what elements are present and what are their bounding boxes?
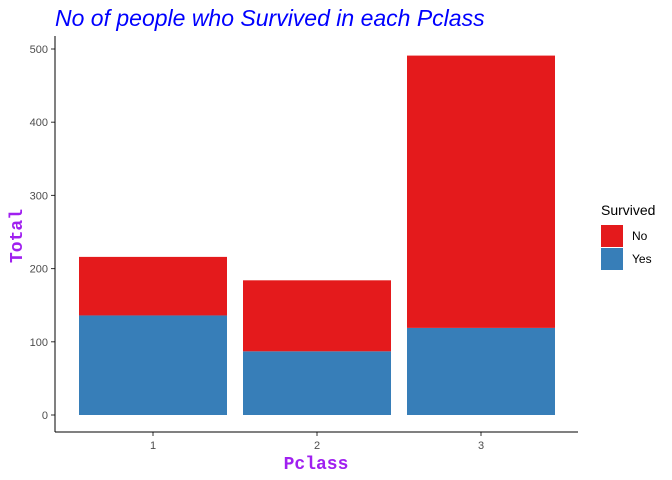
bar-yes-pclass-1 — [79, 315, 227, 415]
y-tick-label: 0 — [42, 410, 48, 422]
legend: Survived No Yes — [601, 202, 655, 270]
y-tick-label: 200 — [30, 264, 48, 276]
y-tick-label: 100 — [30, 337, 48, 349]
chart-title: No of people who Survived in each Pclass — [55, 5, 485, 31]
y-tick-label: 500 — [30, 44, 48, 56]
legend-label-no: No — [632, 229, 648, 243]
x-axis-title: Pclass — [284, 455, 349, 475]
x-tick-label: 2 — [314, 440, 320, 452]
y-axis-ticks: 0 100 200 300 400 500 — [30, 44, 55, 422]
x-tick-label: 3 — [478, 440, 484, 452]
legend-title: Survived — [601, 202, 655, 218]
y-tick-label: 300 — [30, 190, 48, 202]
x-axis-ticks: 1 2 3 — [150, 432, 484, 452]
legend-key-yes — [601, 248, 623, 270]
bar-no-pclass-2 — [243, 280, 391, 352]
bar-yes-pclass-2 — [243, 351, 391, 415]
legend-label-yes: Yes — [632, 252, 652, 266]
x-tick-label: 1 — [150, 440, 156, 452]
y-axis-title: Total — [8, 209, 28, 263]
legend-key-no — [601, 225, 623, 247]
bar-no-pclass-1 — [79, 256, 227, 316]
y-tick-label: 400 — [30, 117, 48, 129]
bar-yes-pclass-3 — [407, 327, 555, 415]
bar-no-pclass-3 — [407, 55, 555, 328]
plot-area — [79, 55, 555, 415]
